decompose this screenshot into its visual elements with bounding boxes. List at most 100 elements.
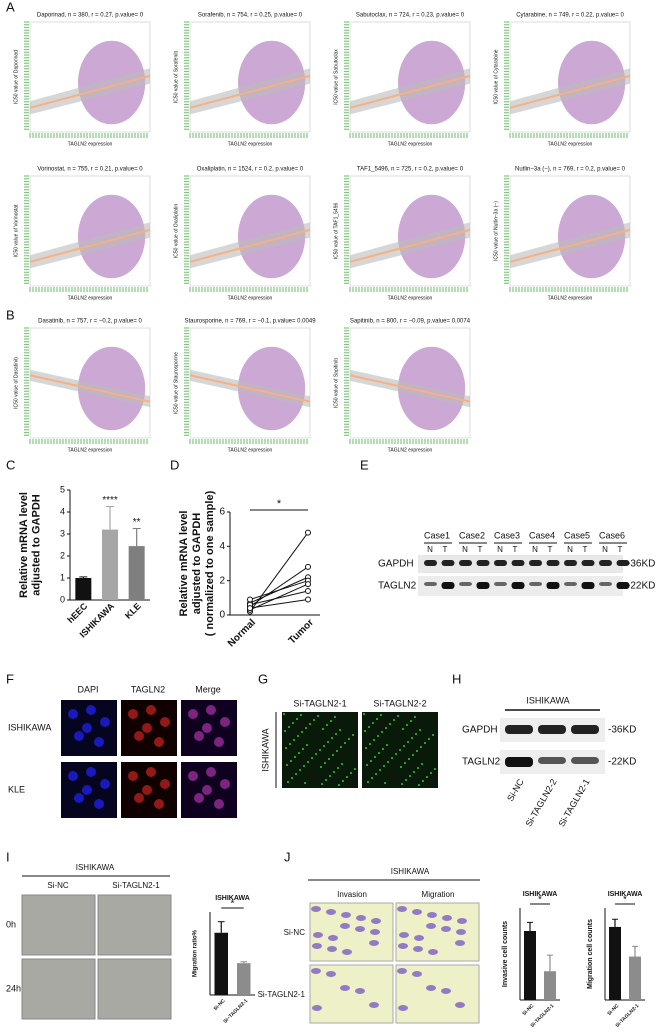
label: -36KD	[608, 725, 636, 736]
cell	[341, 763, 343, 765]
label: Si-TAGLN2-1	[556, 777, 591, 828]
y-tick-label: 0	[219, 610, 225, 621]
cell	[354, 768, 356, 770]
panel-title: Sorafenib, n = 754, r = 0.25, p.value= 0	[198, 13, 303, 19]
x-label: TAGLN2 expression	[548, 295, 593, 301]
cell	[331, 737, 333, 739]
regression-line	[189, 374, 311, 403]
band	[494, 582, 507, 586]
cell	[324, 762, 326, 764]
cell	[369, 1002, 379, 1008]
panel-letter: H	[452, 671, 461, 686]
cell	[379, 769, 381, 771]
cell	[416, 750, 418, 752]
cell	[134, 793, 144, 803]
label: Si-TAGLN2-1	[293, 698, 346, 708]
cell	[320, 766, 322, 768]
label: Case6	[599, 530, 625, 540]
cell	[317, 715, 319, 717]
x-label: TAGLN2 expression	[388, 141, 433, 147]
cell	[301, 731, 303, 733]
cell	[288, 726, 290, 728]
cell	[341, 912, 351, 918]
cell	[326, 909, 336, 915]
x-label: TAGLN2 expression	[228, 447, 273, 453]
band	[459, 582, 472, 586]
bar	[214, 932, 228, 995]
cell	[424, 742, 426, 744]
cell	[430, 772, 432, 774]
cell	[335, 733, 337, 735]
band	[476, 582, 490, 589]
cell	[374, 756, 376, 758]
micrograph	[97, 958, 172, 1020]
cell	[434, 768, 436, 770]
label: Case1	[424, 530, 450, 540]
cell	[407, 741, 409, 743]
cell	[342, 949, 352, 955]
panel-title: Sapitinib, n = 800, r = −0.09, p.value= …	[350, 319, 471, 325]
panel-letter: A	[6, 0, 15, 14]
cell	[370, 929, 380, 935]
cell	[408, 758, 410, 760]
cell	[305, 727, 307, 729]
cell	[409, 775, 411, 777]
cell	[336, 750, 338, 752]
cell	[287, 781, 289, 783]
cell	[381, 731, 383, 733]
x-label: TAGLN2 expression	[68, 447, 113, 453]
cell	[312, 1005, 322, 1011]
x-label: TAGLN2 expression	[548, 141, 593, 147]
cell	[356, 915, 366, 921]
cell	[206, 767, 216, 777]
cell	[403, 745, 405, 747]
cell	[376, 718, 378, 720]
cell	[319, 749, 321, 751]
cell	[426, 776, 428, 778]
cell	[432, 734, 434, 736]
significance: **	[133, 517, 141, 528]
label: ISHIKAWA	[8, 722, 51, 732]
chart-title: ISHIKAWA	[608, 891, 643, 898]
cell	[160, 717, 170, 727]
cell	[455, 1002, 465, 1008]
band	[441, 560, 455, 566]
cell	[322, 728, 324, 730]
point	[305, 587, 311, 594]
cell	[350, 772, 352, 774]
cell	[421, 763, 423, 765]
panel-title: Vorinostat, n = 755, r = 0.21, p.value= …	[37, 167, 143, 173]
cell	[398, 1005, 408, 1011]
panel-title: Cytarabine, n = 749, r = 0.22, p.value= …	[516, 13, 624, 19]
label: N	[497, 545, 503, 554]
cell	[302, 748, 304, 750]
cell	[368, 726, 370, 728]
cell	[415, 733, 417, 735]
cell	[315, 753, 317, 755]
x-tick-label: Si-NC	[213, 998, 227, 1012]
cell	[299, 769, 301, 771]
cell	[304, 782, 306, 784]
label: Si-NC	[47, 881, 69, 890]
y-label: adjusted to GAPDH	[191, 513, 203, 615]
cell	[294, 756, 296, 758]
label: Si-NC	[284, 928, 306, 937]
band	[511, 560, 525, 566]
cell	[154, 737, 164, 747]
cell	[382, 748, 384, 750]
cell	[321, 783, 323, 785]
pair-line	[249, 590, 309, 606]
pair-line	[249, 566, 309, 607]
point	[305, 596, 311, 603]
label: N	[427, 545, 433, 554]
panel-letter: E	[360, 457, 369, 472]
x-label: TAGLN2 expression	[388, 295, 433, 301]
label: T	[478, 545, 483, 554]
cell	[342, 780, 344, 782]
cell	[411, 737, 413, 739]
y-label: Relative mRNA level	[18, 492, 30, 598]
cell	[326, 971, 336, 977]
cell	[372, 722, 374, 724]
cell	[146, 705, 156, 715]
